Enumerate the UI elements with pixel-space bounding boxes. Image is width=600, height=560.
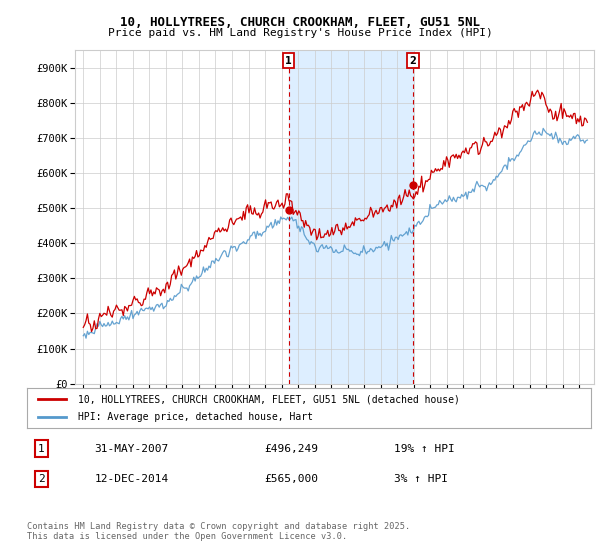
Text: Contains HM Land Registry data © Crown copyright and database right 2025.
This d: Contains HM Land Registry data © Crown c… bbox=[27, 522, 410, 542]
Text: 12-DEC-2014: 12-DEC-2014 bbox=[95, 474, 169, 484]
Text: 10, HOLLYTREES, CHURCH CROOKHAM, FLEET, GU51 5NL: 10, HOLLYTREES, CHURCH CROOKHAM, FLEET, … bbox=[120, 16, 480, 29]
Text: 19% ↑ HPI: 19% ↑ HPI bbox=[394, 444, 454, 454]
Text: Price paid vs. HM Land Registry's House Price Index (HPI): Price paid vs. HM Land Registry's House … bbox=[107, 28, 493, 38]
Text: 31-MAY-2007: 31-MAY-2007 bbox=[95, 444, 169, 454]
Text: 2: 2 bbox=[38, 474, 44, 484]
Text: 3% ↑ HPI: 3% ↑ HPI bbox=[394, 474, 448, 484]
Text: HPI: Average price, detached house, Hart: HPI: Average price, detached house, Hart bbox=[78, 412, 313, 422]
Text: 1: 1 bbox=[38, 444, 44, 454]
Text: 10, HOLLYTREES, CHURCH CROOKHAM, FLEET, GU51 5NL (detached house): 10, HOLLYTREES, CHURCH CROOKHAM, FLEET, … bbox=[78, 394, 460, 404]
Text: 2: 2 bbox=[410, 56, 416, 66]
Text: £496,249: £496,249 bbox=[264, 444, 318, 454]
Text: £565,000: £565,000 bbox=[264, 474, 318, 484]
Bar bbox=[289, 50, 413, 384]
Text: 1: 1 bbox=[285, 56, 292, 66]
